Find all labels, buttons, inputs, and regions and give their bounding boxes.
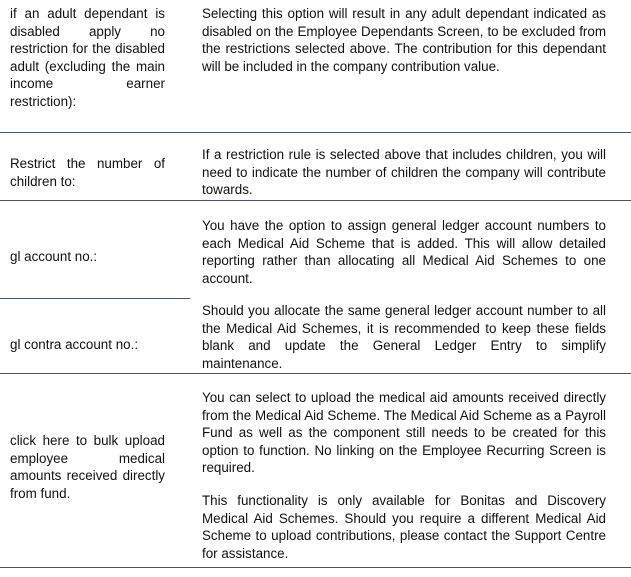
field-description-children: If a restriction rule is selected above … [202,146,606,214]
field-description-gl-contra-account: Should you allocate the same general led… [202,302,606,387]
field-label-gl-contra-account: gl contra account no.: [10,337,139,352]
description-paragraph: This functionality is only available for… [202,492,606,561]
row-divider [0,373,631,374]
field-description-gl-account: You have the option to assign general le… [202,217,606,302]
field-label-disabled-adult: if an adult dependant is disabled apply … [10,6,165,109]
description-paragraph: Selecting this option will result in any… [202,6,606,74]
field-label-children: Restrict the number of children to: [10,156,165,189]
field-description-bulk-upload: You can select to upload the medical aid… [202,389,606,577]
row-divider [0,200,631,201]
description-paragraph: You have the option to assign general le… [202,218,606,286]
description-paragraph: Should you allocate the same general led… [202,303,606,371]
row-divider-partial [0,298,190,299]
bulk-upload-link[interactable]: click here to bulk upload employee medic… [10,433,165,501]
row-divider [0,132,631,133]
row-divider [0,567,631,568]
description-paragraph: If a restriction rule is selected above … [202,147,606,198]
field-description-disabled-adult: Selecting this option will result in any… [202,5,606,90]
description-paragraph: You can select to upload the medical aid… [202,390,606,476]
field-label-gl-account: gl account no.: [10,249,98,264]
